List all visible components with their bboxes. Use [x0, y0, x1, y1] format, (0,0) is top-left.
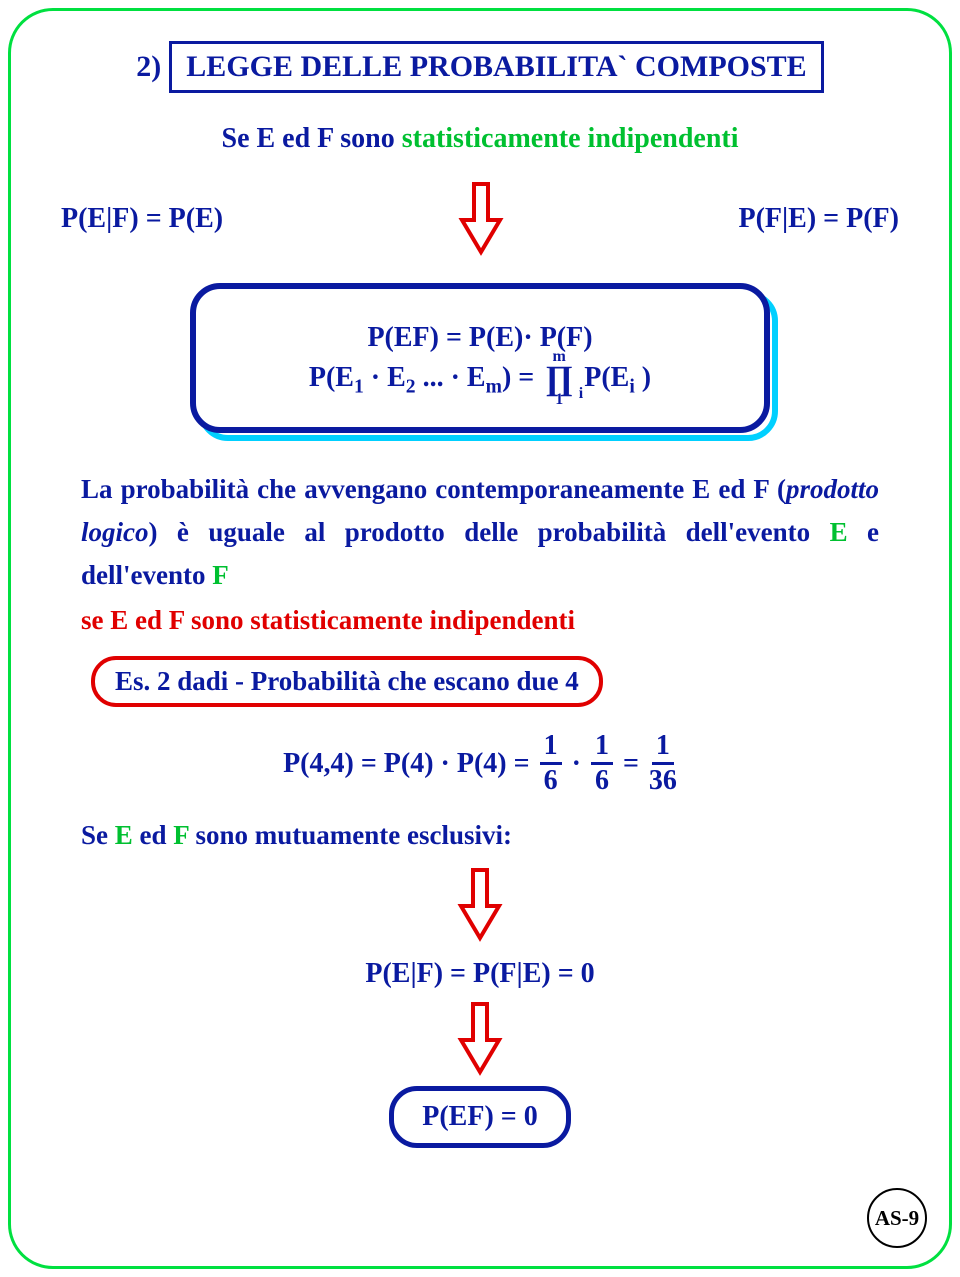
zero-equation-row: P(E|F) = P(F|E) = 0: [61, 958, 899, 990]
arrow-2-container: [61, 866, 899, 944]
final-pill-row: P(EF) = 0: [61, 1078, 899, 1148]
subtitle-prefix: Se E ed F sono: [222, 123, 402, 154]
fraction-3: 1 36: [649, 732, 677, 795]
dice-equation: P(4,4) = P(4) · P(4) = 1 6 · 1 6 = 1 36: [61, 732, 899, 795]
fraction-1: 1 6: [540, 732, 562, 795]
subtitle-highlight: statisticamente indipendenti: [402, 123, 739, 154]
page-frame: 2) LEGGE DELLE PROBABILITA` COMPOSTE Se …: [8, 8, 952, 1269]
product-symbol: m ∏ 1 i: [545, 362, 573, 397]
page-badge: AS-9: [867, 1188, 927, 1248]
eq-left: P(E|F) = P(E): [61, 203, 223, 235]
example-row: Es. 2 dadi - Probabilità che escano due …: [61, 656, 899, 732]
zero-equation: P(E|F) = P(F|E) = 0: [365, 958, 594, 989]
condition-red: se E ed F sono statisticamente indipende…: [81, 605, 879, 636]
final-equation-pill: P(EF) = 0: [389, 1086, 571, 1148]
subtitle: Se E ed F sono statisticamente indipende…: [61, 123, 899, 155]
arrow-down-icon: [458, 180, 504, 258]
formula-box: P(EF) = P(E)· P(F) P(E1 · E2 ... · Em) =…: [190, 283, 770, 433]
eq-right: P(F|E) = P(F): [738, 203, 899, 235]
title-row: 2) LEGGE DELLE PROBABILITA` COMPOSTE: [61, 41, 899, 93]
formula-line-1: P(EF) = P(E)· P(F): [226, 322, 734, 354]
title-box: LEGGE DELLE PROBABILITA` COMPOSTE: [169, 41, 823, 93]
example-pill: Es. 2 dadi - Probabilità che escano due …: [91, 656, 603, 707]
arrow-down-icon: [457, 866, 503, 944]
conditional-equations: P(E|F) = P(E) P(F|E) = P(F): [61, 180, 899, 258]
arrow-3-container: [61, 1000, 899, 1078]
explanation-text: La probabilità che avvengano contemporan…: [81, 468, 879, 598]
mutex-line: Se E ed F sono mutuamente esclusivi:: [81, 820, 879, 851]
fraction-2: 1 6: [591, 732, 613, 795]
arrow-down-icon: [457, 1000, 503, 1078]
formula-line-2: P(E1 · E2 ... · Em) = m ∏ 1 i P(Ei ): [226, 362, 734, 399]
formula-box-inner: P(EF) = P(E)· P(F) P(E1 · E2 ... · Em) =…: [190, 283, 770, 433]
title-number: 2): [136, 50, 161, 84]
